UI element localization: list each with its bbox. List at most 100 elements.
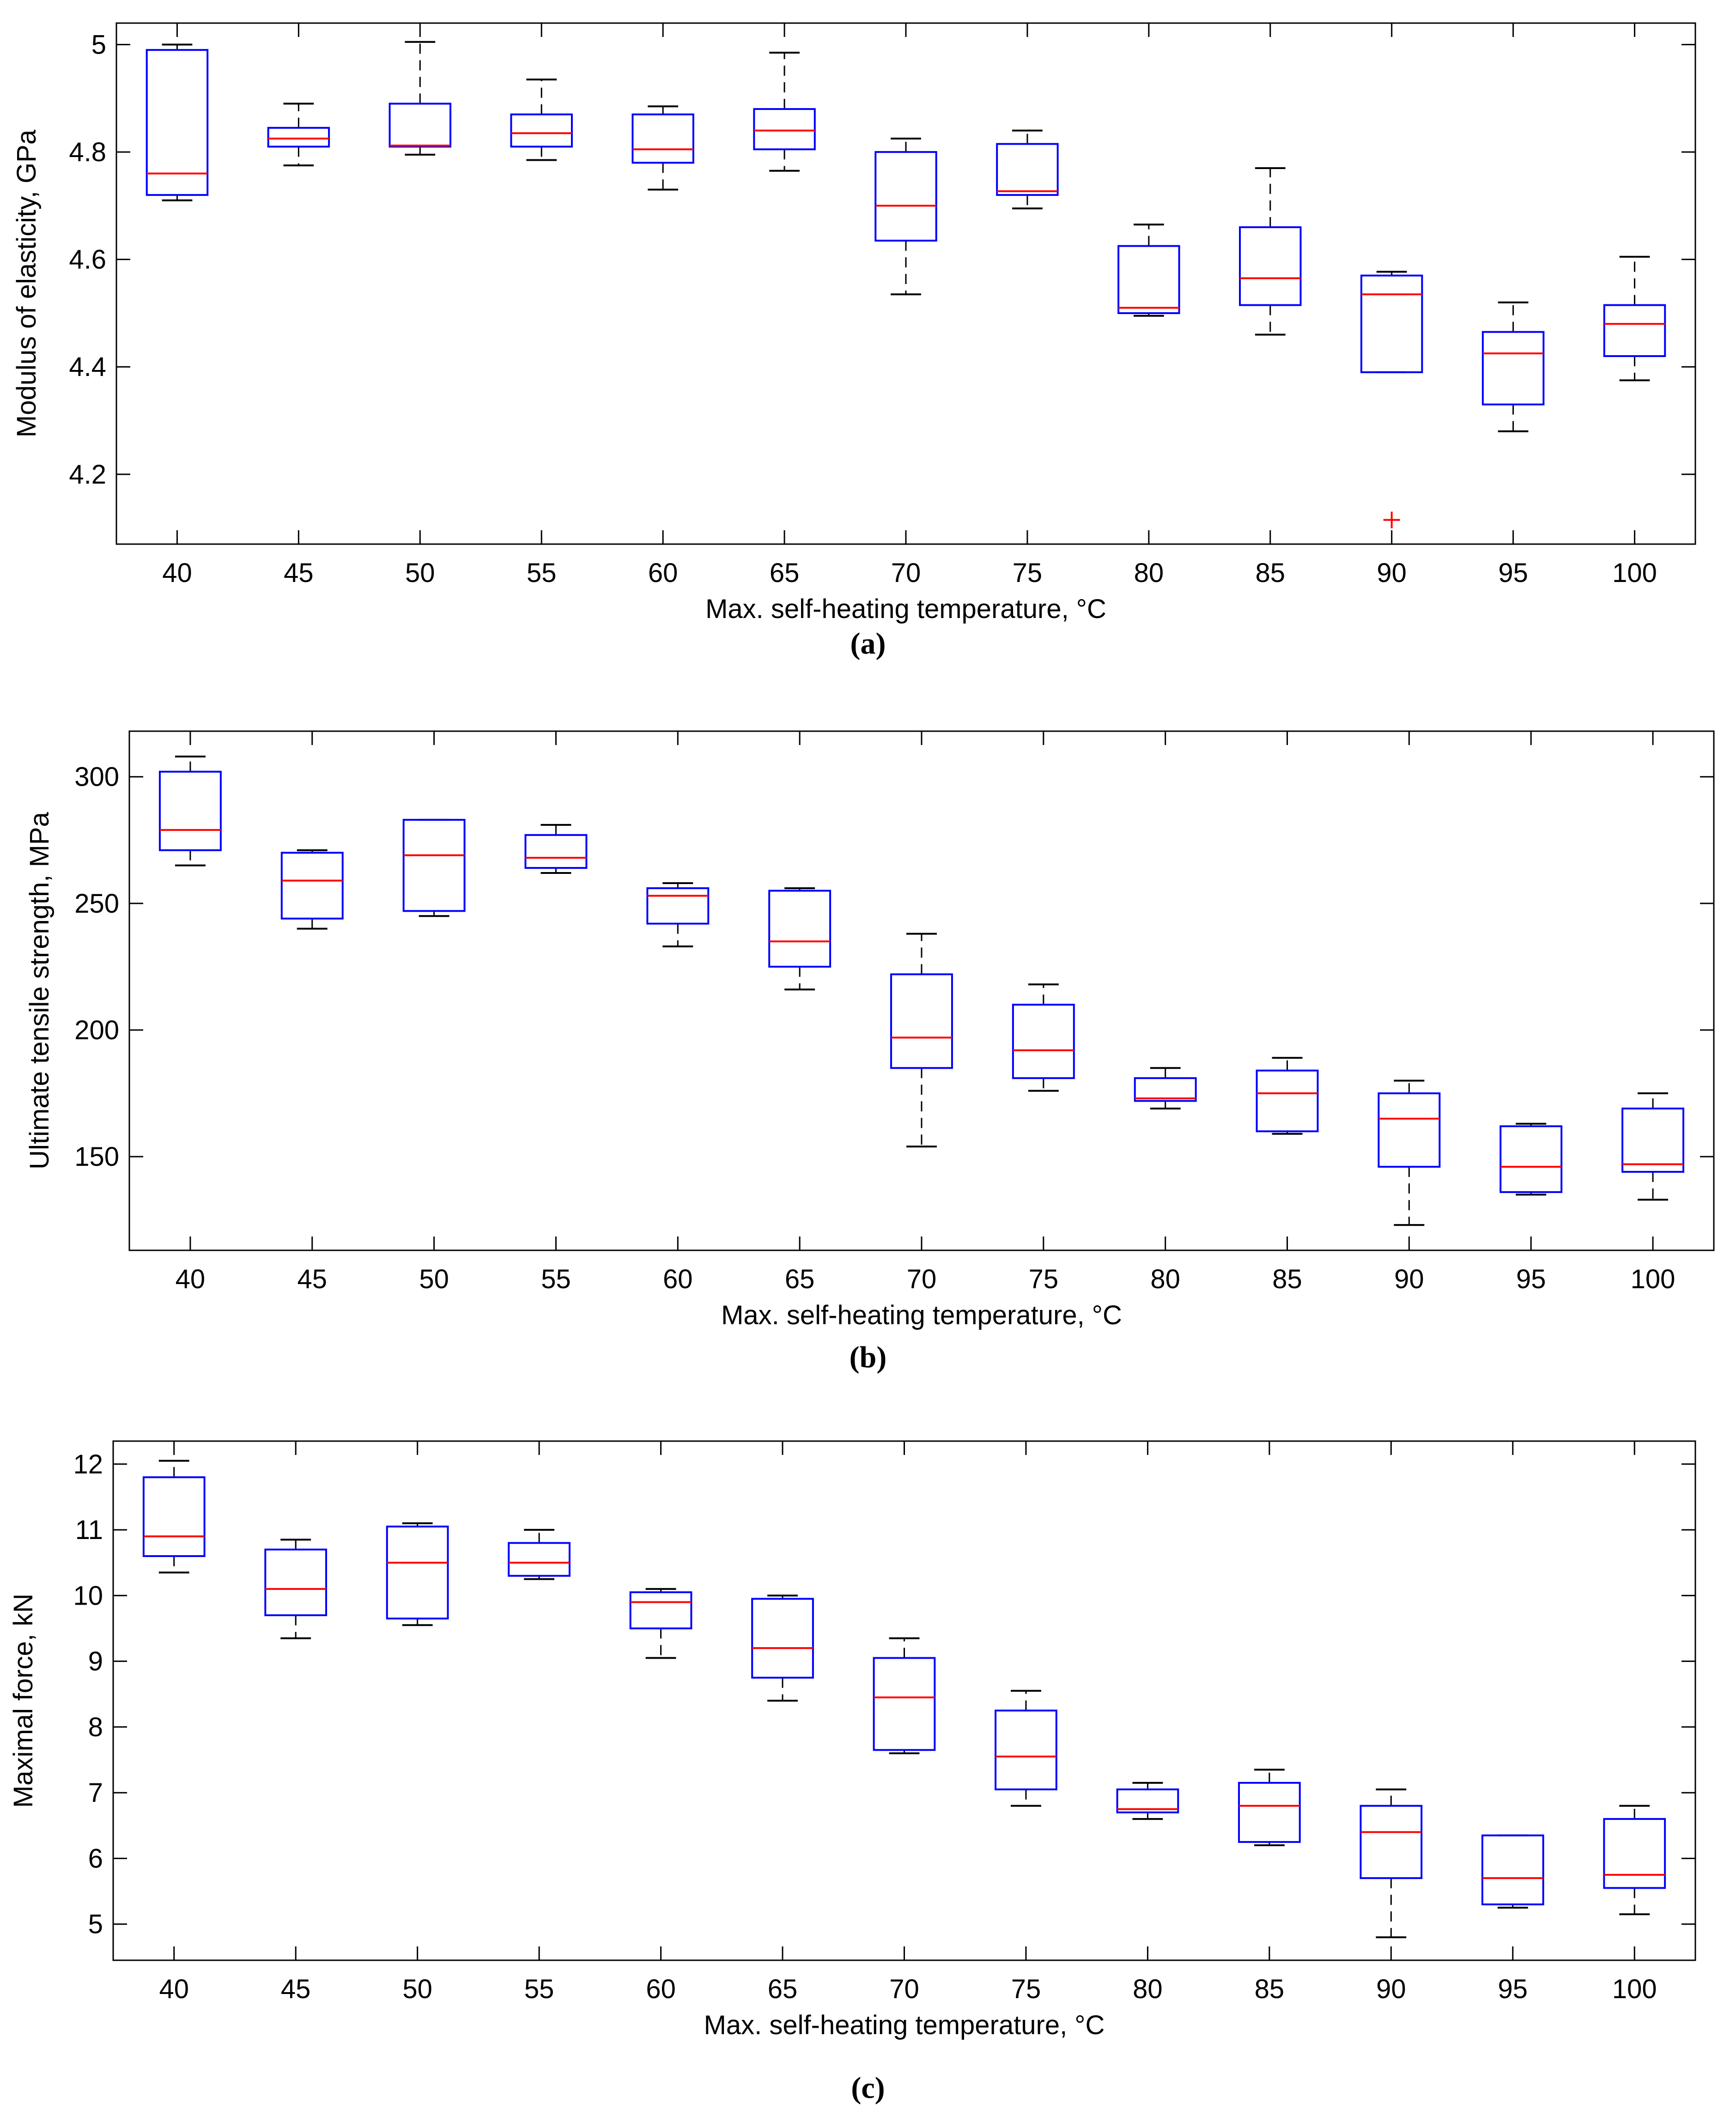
iqr-box <box>996 143 1059 196</box>
box-100 <box>1621 1092 1685 1201</box>
iqr-box <box>646 887 710 925</box>
x-tick-label: 95 <box>1498 1974 1528 2004</box>
iqr-box <box>1360 274 1423 373</box>
iqr-box <box>1603 304 1666 357</box>
y-tick-label: 7 <box>88 1778 103 1808</box>
iqr-box <box>1012 1004 1075 1079</box>
panel-caption: (a) <box>850 627 886 661</box>
box-50 <box>402 818 466 917</box>
box-75 <box>995 1690 1057 1807</box>
x-tick-label: 85 <box>1272 1264 1302 1294</box>
x-tick-label: 75 <box>1029 1264 1059 1294</box>
iqr-box <box>751 1598 814 1679</box>
y-tick-label: 10 <box>73 1581 103 1611</box>
iqr-box <box>1621 1107 1685 1173</box>
box-50 <box>386 1522 449 1626</box>
x-tick-label: 50 <box>419 1264 449 1294</box>
y-tick-label: 11 <box>75 1515 103 1545</box>
y-tick-label: 8 <box>88 1712 103 1742</box>
iqr-box <box>890 973 953 1069</box>
box-40 <box>142 1460 206 1574</box>
box-65 <box>768 887 832 991</box>
iqr-box <box>1481 1834 1544 1906</box>
iqr-box <box>873 1657 936 1751</box>
box-60 <box>646 882 710 948</box>
iqr-box <box>264 1548 328 1617</box>
box-65 <box>751 1594 814 1702</box>
x-tick-label: 100 <box>1612 558 1657 588</box>
box-55 <box>510 79 573 161</box>
y-tick-label: 250 <box>74 889 119 919</box>
y-tick-label: 200 <box>74 1015 119 1045</box>
x-tick-label: 80 <box>1150 1264 1180 1294</box>
iqr-box <box>158 770 222 851</box>
box-60 <box>629 1588 692 1659</box>
box-45 <box>280 849 344 930</box>
box-55 <box>524 824 588 874</box>
y-tick-label: 9 <box>88 1647 103 1677</box>
x-tick-label: 65 <box>768 1974 798 2004</box>
y-axis-label: Modulus of elasticity, GPa <box>12 129 42 437</box>
x-tick-label: 95 <box>1516 1264 1546 1294</box>
chart-panel-c: 5 6 7 8 9 10 11 12 40 45 50 55 60 65 70 75 80 85 90 95 100 Ma… <box>8 1440 1696 2105</box>
box-75 <box>1012 983 1075 1092</box>
iqr-box <box>1499 1125 1563 1193</box>
x-tick-label: 90 <box>1376 1974 1406 2004</box>
iqr-box <box>1117 245 1180 314</box>
x-tick-label: 55 <box>541 1264 571 1294</box>
y-tick-label: 4.4 <box>69 352 106 382</box>
iqr-box <box>1603 1818 1666 1889</box>
box-45 <box>264 1539 328 1639</box>
y-tick-label: 4.6 <box>69 245 106 275</box>
x-tick-label: 100 <box>1631 1264 1675 1294</box>
chart-panel-b: 150 200 250 300 40 45 50 55 60 65 70 75 80 85 90 95 100 M… <box>24 730 1715 1374</box>
x-tick-label: 95 <box>1498 558 1528 588</box>
iqr-box <box>631 113 694 164</box>
x-tick-label: 90 <box>1394 1264 1424 1294</box>
x-tick-label: 40 <box>176 1264 206 1294</box>
iqr-box <box>267 127 330 148</box>
iqr-box <box>753 108 816 151</box>
box-100 <box>1603 1805 1666 1915</box>
x-axis-label: Max. self-heating temperature, °C <box>721 1300 1122 1330</box>
box-90 <box>1360 1788 1423 1939</box>
y-tick-label: 12 <box>73 1449 103 1479</box>
x-tick-label: 75 <box>1011 1974 1041 2004</box>
iqr-box <box>1378 1092 1441 1168</box>
x-tick-label: 40 <box>159 1974 189 2004</box>
x-tick-label: 55 <box>524 1974 554 2004</box>
iqr-box <box>142 1476 206 1557</box>
iqr-box <box>146 49 209 196</box>
box-40 <box>158 755 222 867</box>
iqr-box <box>1360 1805 1423 1879</box>
box-70 <box>890 933 953 1148</box>
box-90 <box>1360 271 1423 528</box>
box-95 <box>1499 1122 1563 1196</box>
box-90 <box>1378 1079 1441 1226</box>
box-60 <box>631 105 694 191</box>
x-tick-label: 90 <box>1377 558 1407 588</box>
box-80 <box>1134 1067 1197 1109</box>
x-tick-label: 80 <box>1134 558 1164 588</box>
y-tick-label: 5 <box>91 30 106 60</box>
iqr-box <box>1239 226 1302 306</box>
x-tick-label: 70 <box>889 1974 919 2004</box>
chart-panel-a: 4.2 4.4 4.6 4.8 5 40 45 50 55 60 65 70 75 80 85 90 95 100… <box>12 22 1696 661</box>
iqr-box <box>402 818 466 912</box>
box-55 <box>508 1529 571 1580</box>
x-tick-label: 85 <box>1256 558 1286 588</box>
box-85 <box>1238 1769 1301 1847</box>
y-tick-label: 300 <box>74 762 119 792</box>
box-80 <box>1117 224 1180 317</box>
y-tick-label: 4.8 <box>69 137 106 167</box>
y-axis-label: Maximal force, kN <box>8 1594 38 1808</box>
box-40 <box>146 43 209 201</box>
iqr-box <box>510 113 573 148</box>
box-45 <box>267 103 330 167</box>
x-tick-label: 70 <box>907 1264 937 1294</box>
y-tick-label: 5 <box>88 1909 103 1939</box>
box-95 <box>1481 301 1545 432</box>
